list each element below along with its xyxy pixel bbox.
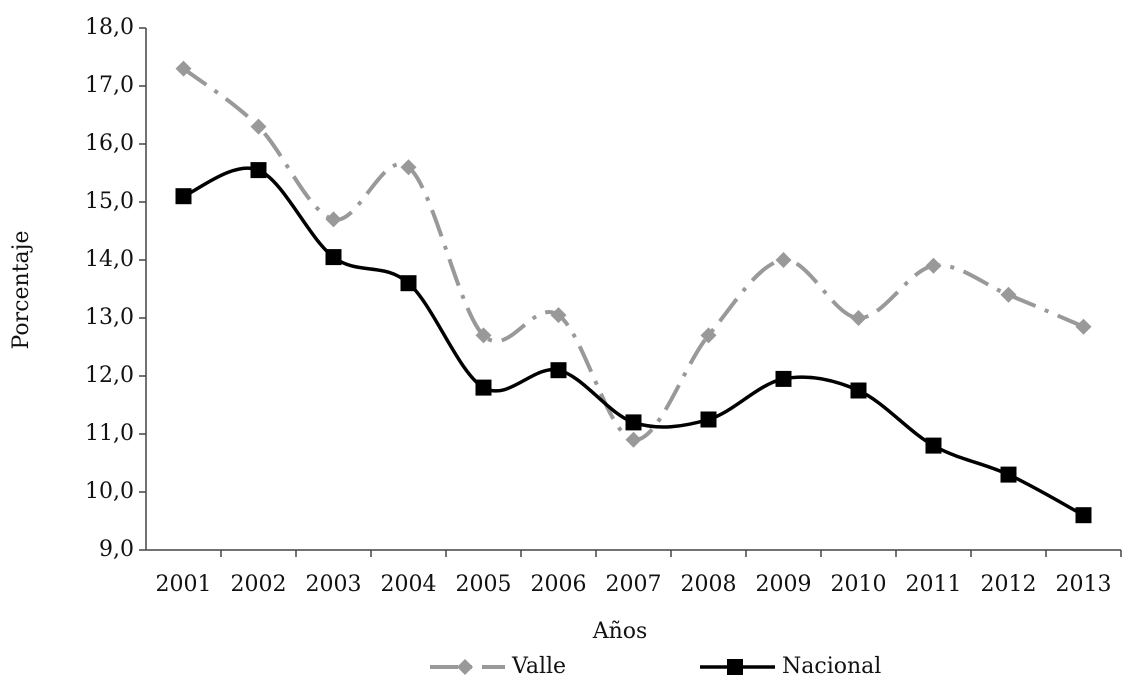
data-point: [475, 327, 492, 344]
series-line: [182, 166, 1085, 517]
data-point: [325, 211, 342, 228]
y-tick-label: 10,0: [85, 479, 134, 504]
x-tick-label: 2008: [681, 572, 737, 597]
data-point: [550, 362, 567, 379]
x-axis-label: Años: [592, 619, 648, 644]
data-point: [700, 327, 717, 344]
data-point: [775, 252, 792, 268]
data-point: [850, 382, 867, 399]
y-tick-label: 12,0: [85, 363, 134, 388]
data-point: [925, 257, 942, 274]
y-tick-label: 14,0: [85, 247, 134, 272]
y-tick-label: 17,0: [85, 73, 134, 98]
x-tick-label: 2011: [906, 572, 962, 597]
y-tick-label: 16,0: [85, 131, 134, 156]
data-point: [775, 370, 792, 387]
x-tick-label: 2001: [156, 572, 212, 597]
data-point: [1000, 466, 1017, 483]
data-point: [700, 411, 717, 428]
data-point: [625, 431, 642, 448]
data-point: [175, 60, 192, 77]
x-tick-label: 2013: [1056, 572, 1112, 597]
x-tick-label: 2006: [531, 572, 587, 597]
data-point: [1075, 318, 1092, 335]
x-tick-label: 2009: [756, 572, 812, 597]
y-axis-label: Porcentaje: [9, 231, 34, 350]
data-point: [550, 307, 567, 324]
legend-label: Nacional: [782, 654, 881, 679]
data-point: [475, 379, 492, 396]
data-point: [250, 118, 267, 135]
data-point: [400, 159, 417, 176]
data-point: [175, 188, 192, 205]
x-tick-label: 2012: [981, 572, 1037, 597]
data-point: [1000, 286, 1017, 303]
legend-marker: [457, 659, 473, 675]
y-tick-label: 13,0: [85, 305, 134, 330]
x-tick-label: 2005: [456, 572, 512, 597]
data-point: [325, 249, 342, 266]
x-tick-label: 2007: [606, 572, 662, 597]
x-tick-label: 2004: [381, 572, 437, 597]
y-tick-label: 18,0: [85, 15, 134, 40]
series-line: [182, 67, 1085, 442]
legend-label: Valle: [511, 654, 566, 679]
data-point: [625, 414, 642, 431]
y-tick-label: 15,0: [85, 189, 134, 214]
data-point: [925, 437, 942, 454]
x-tick-label: 2010: [831, 572, 887, 597]
y-tick-label: 11,0: [85, 421, 134, 446]
legend-marker: [727, 659, 743, 675]
y-tick-label: 9,0: [99, 537, 134, 562]
data-point: [850, 310, 867, 326]
data-point: [250, 162, 267, 179]
x-tick-label: 2003: [306, 572, 362, 597]
x-tick-label: 2002: [231, 572, 287, 597]
data-point: [1075, 507, 1092, 524]
data-point: [400, 275, 417, 292]
